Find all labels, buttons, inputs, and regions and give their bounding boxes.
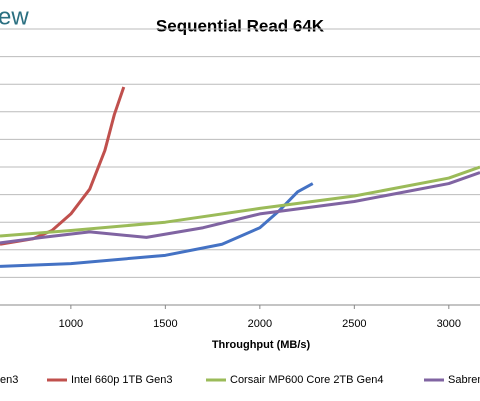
series-line [0, 182, 314, 268]
series-line [0, 165, 480, 238]
legend-label: Intel 660p 1TB Gen3 [71, 374, 173, 386]
legend-label: Corsair MP600 Core 2TB Gen4 [230, 374, 383, 386]
x-tick-label: 3000 [437, 318, 461, 330]
series-line [0, 171, 480, 245]
x-tick-label: 1000 [59, 318, 83, 330]
x-tick-label: 1500 [153, 318, 177, 330]
x-axis-title: Throughput (MB/s) [212, 339, 311, 351]
x-tick-label: 2500 [342, 318, 366, 330]
legend-label: en3 [0, 374, 18, 386]
watermark: ew [0, 3, 29, 30]
x-tick-label: 2000 [248, 318, 272, 330]
chart-title: Sequential Read 64K [156, 16, 325, 35]
legend-label: Sabren [448, 374, 480, 386]
series-line [0, 86, 126, 246]
